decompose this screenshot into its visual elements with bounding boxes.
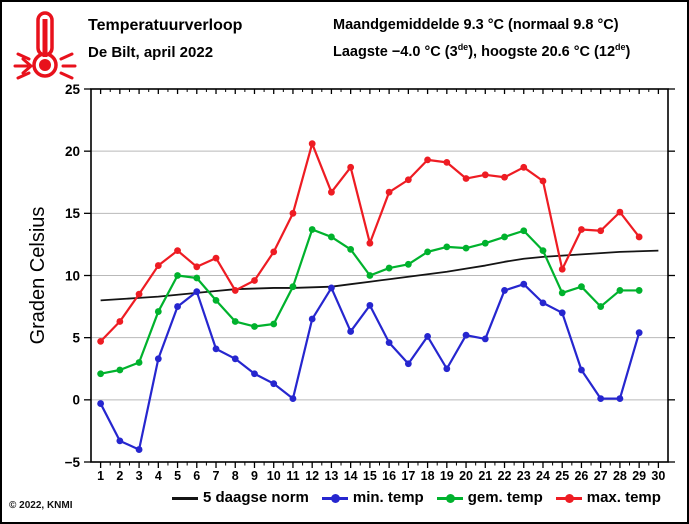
svg-text:4: 4 [155, 469, 162, 483]
thermometer-mercury [42, 19, 48, 57]
svg-text:15: 15 [65, 206, 81, 221]
svg-text:28: 28 [613, 469, 627, 483]
svg-text:21: 21 [478, 469, 492, 483]
svg-text:1: 1 [97, 469, 104, 483]
svg-text:2: 2 [116, 469, 123, 483]
legend-label: gem. temp [467, 489, 543, 506]
svg-text:7: 7 [213, 469, 220, 483]
title-block: Temperatuurverloop De Bilt, april 2022 [88, 17, 243, 61]
superscript-de: de [615, 41, 626, 52]
legend-item-gem-temp: gem. temp [436, 489, 543, 506]
svg-text:18: 18 [421, 469, 435, 483]
copyright-notice: © 2022, KNMI [9, 500, 73, 511]
svg-text:6: 6 [193, 469, 200, 483]
svg-text:30: 30 [651, 469, 665, 483]
stat-extremes: Laagste −4.0 °C (3de), hoogste 20.6 °C (… [333, 41, 631, 60]
stat-month-average: Maandgemiddelde 9.3 °C (normaal 9.8 °C) [333, 17, 619, 33]
svg-text:26: 26 [574, 469, 588, 483]
max-temp-swatch [555, 491, 582, 505]
svg-text:20: 20 [65, 144, 80, 159]
svg-text:25: 25 [555, 469, 569, 483]
svg-text:12: 12 [305, 469, 319, 483]
min-temp-swatch [321, 491, 348, 505]
legend-label: max. temp [586, 489, 661, 506]
stats-block: Maandgemiddelde 9.3 °C (normaal 9.8 °C) … [333, 18, 630, 69]
legend-label: min. temp [352, 489, 424, 506]
svg-text:Graden Celsius: Graden Celsius [27, 207, 49, 345]
svg-text:19: 19 [440, 469, 454, 483]
superscript-de: de [457, 41, 469, 52]
svg-text:27: 27 [594, 469, 608, 483]
svg-text:24: 24 [536, 469, 550, 483]
legend-item-norm: 5 daagse norm [172, 489, 309, 506]
svg-text:20: 20 [459, 469, 473, 483]
chart-title: Temperatuurverloop [88, 17, 243, 34]
svg-text:14: 14 [344, 469, 358, 483]
svg-text:17: 17 [401, 469, 415, 483]
hot-thermometer-icon [13, 11, 77, 80]
svg-text:3: 3 [136, 469, 143, 483]
legend-item-max-temp: max. temp [555, 489, 661, 506]
svg-text:5: 5 [174, 469, 181, 483]
legend-item-min-temp: min. temp [321, 489, 424, 506]
svg-text:8: 8 [232, 469, 239, 483]
svg-text:15: 15 [363, 469, 377, 483]
svg-text:22: 22 [498, 469, 512, 483]
svg-text:9: 9 [251, 469, 258, 483]
norm-line-swatch [172, 491, 198, 505]
chart-legend: 5 daagse norm min. temp gem. temp max. t… [172, 489, 661, 506]
legend-label: 5 daagse norm [203, 489, 309, 506]
svg-text:5: 5 [72, 330, 80, 345]
svg-text:11: 11 [286, 469, 299, 483]
gem-temp-swatch [436, 491, 463, 505]
svg-text:29: 29 [632, 469, 646, 483]
svg-text:0: 0 [72, 393, 80, 408]
svg-text:23: 23 [517, 469, 531, 483]
svg-text:10: 10 [65, 268, 80, 283]
svg-text:25: 25 [65, 82, 81, 97]
svg-text:16: 16 [382, 469, 396, 483]
svg-text:13: 13 [324, 469, 338, 483]
svg-text:−5: −5 [65, 455, 81, 470]
svg-text:10: 10 [267, 469, 281, 483]
chart-subtitle: De Bilt, april 2022 [88, 44, 214, 61]
